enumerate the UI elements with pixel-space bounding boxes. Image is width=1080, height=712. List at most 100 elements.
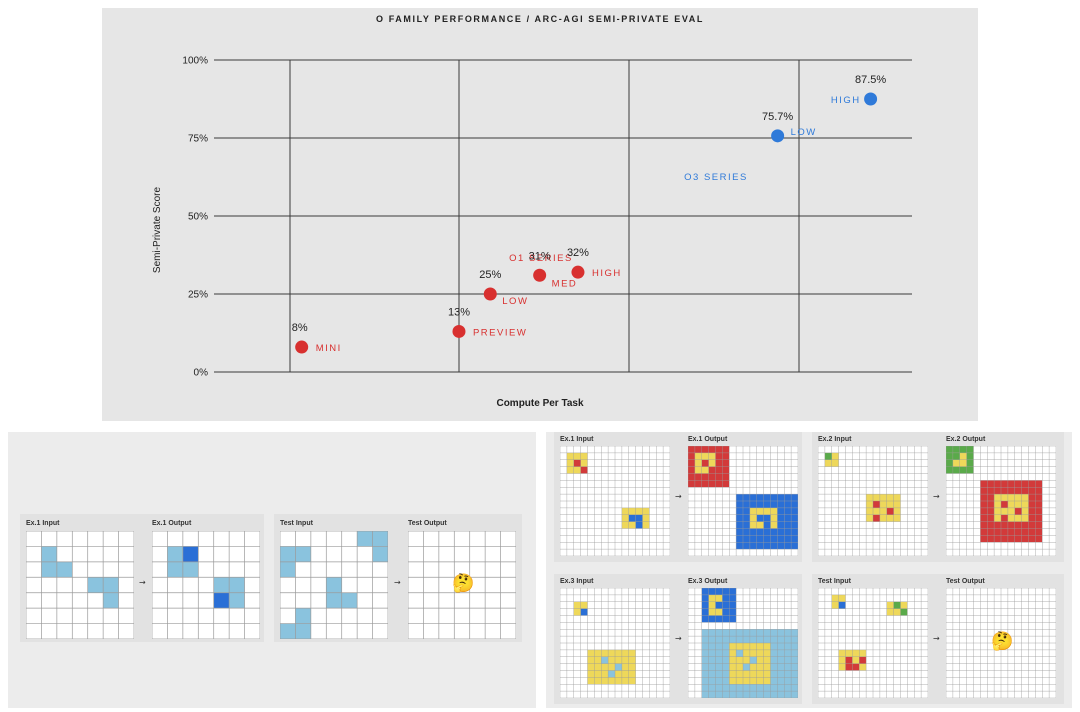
data-value-label: 32%	[567, 247, 589, 259]
data-point	[533, 268, 547, 282]
y-tick-label: 50%	[188, 212, 208, 223]
grid-cell	[326, 592, 342, 609]
input-grid	[560, 446, 670, 556]
grid-cell	[182, 561, 199, 578]
grid-canvas	[152, 531, 260, 639]
output-grid	[688, 446, 798, 556]
example-card: Test Input Test Output → 🤔	[274, 514, 522, 642]
data-value-label: 8%	[292, 322, 308, 334]
example-input-label: Ex.1 Input	[26, 520, 60, 527]
example-card: Test Input Test Output → 🤔	[812, 574, 1064, 704]
grid-cell	[573, 459, 581, 467]
grid-cell	[372, 531, 388, 547]
grid-cell	[608, 670, 615, 678]
grid-canvas	[280, 531, 388, 639]
grid-cell	[341, 592, 358, 609]
series-label-o1: O1 SERIES	[509, 253, 573, 264]
grid-canvas	[946, 588, 1056, 698]
example-card: Ex.2 Input Ex.2 Output →	[812, 432, 1064, 562]
example-input-label: Ex.2 Input	[818, 436, 852, 443]
grid-cell	[893, 601, 901, 609]
input-grid	[560, 588, 670, 698]
grid-cell	[295, 546, 311, 562]
output-grid	[946, 446, 1056, 556]
grid-cell	[715, 601, 723, 609]
x-axis-label: Compute Per Task	[496, 398, 583, 409]
grid-cell	[708, 466, 716, 474]
grid-canvas	[26, 531, 134, 639]
grid-cell	[873, 514, 880, 522]
data-point-label: HIGH	[592, 268, 622, 279]
output-grid	[152, 531, 260, 639]
grid-cell	[838, 601, 846, 609]
data-point-label: LOW	[502, 296, 528, 307]
example-card: Ex.1 Input Ex.1 Output →	[554, 432, 802, 562]
grid-cell	[295, 623, 311, 639]
grid-cell	[615, 663, 622, 671]
scatter-chart: O FAMILY PERFORMANCE / ARC-AGI SEMI-PRIV…	[152, 14, 912, 409]
grid-cell	[103, 592, 119, 609]
data-value-label: 25%	[479, 269, 501, 281]
grid-cell	[701, 459, 709, 467]
example-output-label: Ex.3 Output	[688, 578, 728, 585]
grid-canvas	[560, 588, 670, 698]
data-value-label: 75.7%	[762, 111, 793, 123]
grid-cell	[213, 577, 230, 593]
output-grid	[688, 588, 798, 698]
series-label-o3: O3 SERIES	[684, 172, 748, 183]
data-point	[483, 287, 497, 301]
grid-cell	[601, 656, 609, 664]
input-grid	[818, 588, 928, 698]
grid-cell	[749, 656, 757, 664]
grid-cell	[763, 521, 771, 529]
data-value-label: 87.5%	[855, 74, 886, 86]
data-point-label: HIGH	[831, 95, 861, 106]
input-grid	[818, 446, 928, 556]
input-grid	[26, 531, 134, 639]
thinking-face-icon: 🤔	[991, 631, 1014, 652]
data-point	[295, 340, 309, 354]
grid-cell	[1001, 514, 1008, 522]
data-point-label: MED	[552, 278, 578, 289]
grid-cell	[756, 514, 764, 522]
chart-panel: O FAMILY PERFORMANCE / ARC-AGI SEMI-PRIV…	[102, 8, 978, 421]
data-point	[452, 324, 466, 338]
grid-cell	[56, 561, 73, 578]
grid-cell	[213, 592, 230, 609]
grid-canvas	[408, 531, 516, 639]
grid-cell	[635, 521, 643, 529]
grid-cell	[743, 663, 750, 671]
input-grid	[280, 531, 388, 639]
grid-cell	[824, 452, 832, 460]
grid-canvas	[818, 446, 928, 556]
test-output-label: Test Output	[408, 520, 447, 527]
grid-cell	[357, 531, 373, 547]
grid-cell	[580, 608, 588, 616]
grid-cell	[852, 663, 860, 671]
grid-cell	[900, 608, 908, 616]
grid-cell	[635, 514, 643, 522]
grid-cell	[736, 649, 743, 657]
arrow-icon: →	[139, 578, 146, 587]
grid-cell	[87, 577, 104, 593]
grid-cell	[41, 561, 57, 578]
grid-canvas	[688, 446, 798, 556]
grid-cell	[280, 561, 296, 578]
grid-cell	[280, 546, 296, 562]
grid-cell	[763, 514, 771, 522]
example-input-label: Ex.1 Input	[560, 436, 594, 443]
grid-cell	[229, 577, 245, 593]
test-output-label: Test Output	[946, 578, 985, 585]
y-tick-label: 100%	[182, 56, 208, 67]
test-input-label: Test Input	[280, 520, 313, 527]
y-tick-label: 0%	[194, 368, 209, 379]
output-grid: 🤔	[946, 588, 1056, 698]
grid-cell	[952, 452, 960, 460]
example-output-label: Ex.1 Output	[688, 436, 728, 443]
output-grid: 🤔	[408, 531, 516, 639]
arrow-icon: →	[675, 492, 682, 501]
grid-cell	[167, 561, 183, 578]
right-puzzle-panel: Ex.1 Input Ex.1 Output → Ex.2 Input Ex.2…	[546, 432, 1072, 708]
data-value-label: 31%	[529, 250, 551, 262]
grid-cell	[580, 466, 588, 474]
